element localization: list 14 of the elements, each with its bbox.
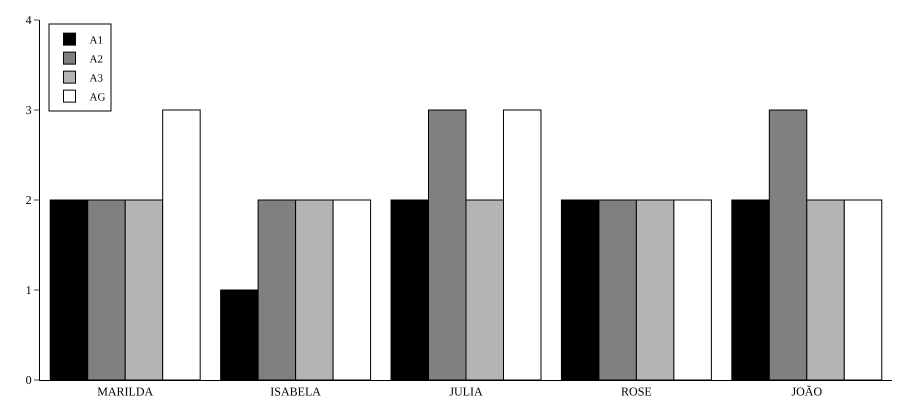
legend-label: A3 — [90, 72, 104, 84]
y-tick-label: 4 — [26, 13, 32, 28]
x-tick-label: ISABELA — [270, 384, 322, 398]
y-tick-label: 0 — [26, 373, 32, 388]
legend-label: A1 — [90, 34, 103, 46]
x-tick-label: ROSE — [621, 384, 652, 398]
y-tick-label: 2 — [26, 193, 32, 208]
x-tick-label: JULIA — [449, 384, 483, 398]
x-tick-label: MARILDA — [97, 384, 154, 398]
y-tick-label: 1 — [26, 283, 32, 298]
y-tick-label: 3 — [26, 103, 32, 118]
legend-label: AG — [90, 91, 106, 104]
x-tick-label: JOÃO — [791, 384, 822, 398]
legend-label: A2 — [90, 53, 103, 66]
